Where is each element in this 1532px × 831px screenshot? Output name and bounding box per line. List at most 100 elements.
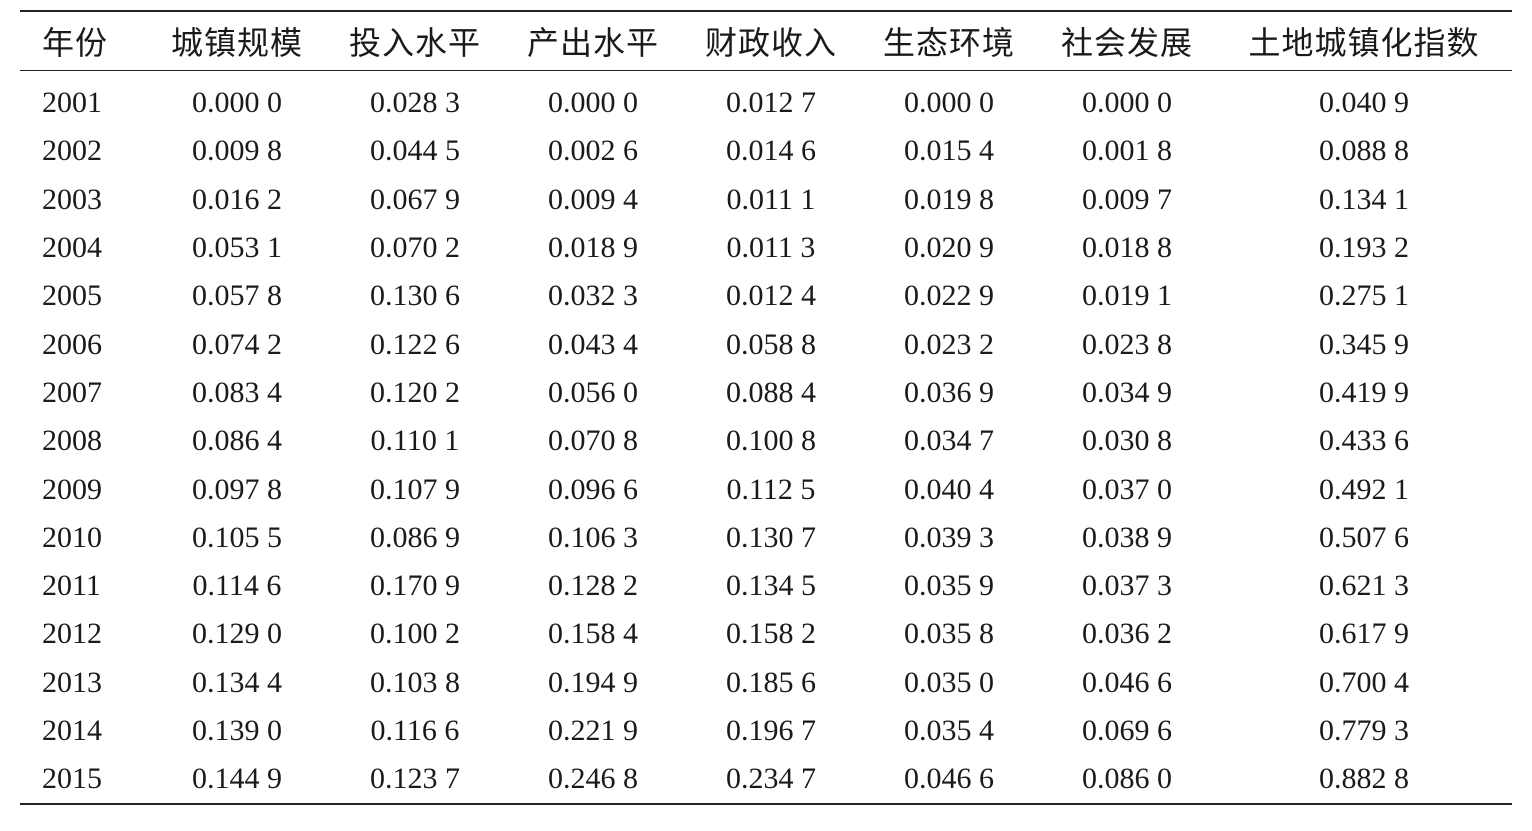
header-land-urbanization-index: 土地城镇化指数 <box>1248 24 1480 62</box>
table-cell: 0.105 5 <box>192 520 282 554</box>
table-cell: 0.009 8 <box>192 134 282 168</box>
table-cell: 0.018 8 <box>1082 231 1172 265</box>
row-year-cell: 2010 <box>42 520 102 554</box>
table-cell: 0.128 2 <box>548 569 638 603</box>
table-row: 2001 0.000 0 0.028 3 0.000 0 0.012 7 0.000 0 0… <box>20 71 1512 128</box>
table-cell: 0.086 9 <box>370 520 460 554</box>
row-year-cell: 2011 <box>42 569 101 603</box>
table-row: 2003 0.016 2 0.067 9 0.009 4 0.011 1 0.019 8 0… <box>20 176 1512 224</box>
header-town-scale: 城镇规模 <box>170 24 303 62</box>
table-cell: 0.114 6 <box>192 569 282 603</box>
table-cell: 0.000 0 <box>1082 86 1172 120</box>
table-row: 2012 0.129 0 0.100 2 0.158 4 0.158 2 0.035 8 0… <box>20 610 1512 658</box>
row-year-cell: 2003 <box>42 182 102 216</box>
table-cell: 0.779 3 <box>1319 714 1409 747</box>
table-cell: 0.088 8 <box>1319 134 1409 168</box>
table-row: 2009 0.097 8 0.107 9 0.096 6 0.112 5 0.040 4 0… <box>20 465 1512 513</box>
table-cell: 0.037 3 <box>1082 569 1172 603</box>
table-cell: 0.034 7 <box>904 424 994 458</box>
table-row: 2005 0.057 8 0.130 6 0.032 3 0.012 4 0.022 9 0… <box>20 272 1512 320</box>
table-cell: 0.158 4 <box>548 617 638 651</box>
row-year-cell: 2012 <box>42 617 102 651</box>
row-year-cell: 2013 <box>42 665 102 699</box>
table-row: 2007 0.083 4 0.120 2 0.056 0 0.088 4 0.036 9 0… <box>20 369 1512 417</box>
table-cell: 0.057 8 <box>192 279 282 313</box>
table-cell: 0.492 1 <box>1319 472 1409 506</box>
table-cell: 0.621 3 <box>1319 569 1409 603</box>
table-cell: 0.130 7 <box>726 520 816 554</box>
table-cell: 0.032 3 <box>548 279 638 313</box>
table-row: 2006 0.074 2 0.122 6 0.043 4 0.058 8 0.023 2 0… <box>20 320 1512 368</box>
table-cell: 0.002 6 <box>548 134 638 168</box>
table-cell: 0.074 2 <box>192 327 282 361</box>
table-cell: 0.345 9 <box>1319 327 1409 361</box>
table-body: 2001 0.000 0 0.028 3 0.000 0 0.012 7 0.000 0 0… <box>20 71 1512 805</box>
table-row: 2004 0.053 1 0.070 2 0.018 9 0.011 3 0.020 9 0… <box>20 224 1512 272</box>
table-cell: 0.097 8 <box>192 472 282 506</box>
row-year-cell: 2005 <box>42 279 102 313</box>
table-cell: 0.058 8 <box>726 327 816 361</box>
data-table-container: 年份 城镇规模 投入水平 产出水平 财政收入 生态环境 社会发展 土地城镇化指数… <box>20 10 1512 805</box>
table-row: 2008 0.086 4 0.110 1 0.070 8 0.100 8 0.034 7 0… <box>20 417 1512 465</box>
table-cell: 0.009 4 <box>548 182 638 216</box>
table-cell: 0.139 0 <box>192 714 282 747</box>
table-cell: 0.112 5 <box>726 472 816 506</box>
table-cell: 0.088 4 <box>726 375 816 409</box>
table-cell: 0.023 2 <box>904 327 994 361</box>
row-year-cell: 2006 <box>42 327 102 361</box>
table-cell: 0.046 6 <box>1082 665 1172 699</box>
table-cell: 0.037 0 <box>1082 472 1172 506</box>
table-cell: 0.053 1 <box>192 231 282 265</box>
table-cell: 0.107 9 <box>370 472 460 506</box>
row-year-cell: 2007 <box>42 375 102 409</box>
header-output-level: 产出水平 <box>526 24 659 62</box>
row-year-cell: 2009 <box>42 472 102 506</box>
row-year-cell: 2008 <box>42 424 102 458</box>
header-fiscal-revenue: 财政收入 <box>704 24 837 62</box>
table-cell: 0.009 7 <box>1082 182 1172 216</box>
table-cell: 0.134 5 <box>726 569 816 603</box>
table-cell: 0.170 9 <box>370 569 460 603</box>
table-cell: 0.028 3 <box>370 86 460 120</box>
table-cell: 0.040 4 <box>904 472 994 506</box>
table-cell: 0.116 6 <box>370 714 460 747</box>
table-cell: 0.012 7 <box>726 86 816 120</box>
table-cell: 0.030 8 <box>1082 424 1172 458</box>
header-year: 年份 <box>42 24 109 62</box>
table-cell: 0.100 8 <box>726 424 816 458</box>
table-row: 2015 0.144 9 0.123 7 0.246 8 0.234 7 0.046 6 0… <box>20 755 1512 805</box>
row-year-cell: 2001 <box>42 86 102 120</box>
table-cell: 0.103 8 <box>370 665 460 699</box>
table-cell: 0.035 0 <box>904 665 994 699</box>
table-cell: 0.070 2 <box>370 231 460 265</box>
table-cell: 0.123 7 <box>370 762 460 796</box>
table-cell: 0.196 7 <box>726 714 816 747</box>
table-cell: 0.120 2 <box>370 375 460 409</box>
table-cell: 0.035 8 <box>904 617 994 651</box>
header-ecological-environment: 生态环境 <box>882 24 1015 62</box>
table-cell: 0.106 3 <box>548 520 638 554</box>
table-row: 2002 0.009 8 0.044 5 0.002 6 0.014 6 0.015 4 0… <box>20 127 1512 175</box>
table-cell: 0.000 0 <box>192 86 282 120</box>
table-cell: 0.158 2 <box>726 617 816 651</box>
header-input-level: 投入水平 <box>348 24 481 62</box>
table-cell: 0.046 6 <box>904 762 994 796</box>
table-cell: 0.070 8 <box>548 424 638 458</box>
table-cell: 0.246 8 <box>548 762 638 796</box>
table-cell: 0.069 6 <box>1082 714 1172 747</box>
table-cell: 0.019 8 <box>904 182 994 216</box>
table-cell: 0.022 9 <box>904 279 994 313</box>
table-cell: 0.086 0 <box>1082 762 1172 796</box>
table-cell: 0.012 4 <box>726 279 816 313</box>
table-cell: 0.110 1 <box>370 424 460 458</box>
table-cell: 0.001 8 <box>1082 134 1172 168</box>
table-cell: 0.035 9 <box>904 569 994 603</box>
table-cell: 0.016 2 <box>192 182 282 216</box>
table-cell: 0.083 4 <box>192 375 282 409</box>
table-cell: 0.096 6 <box>548 472 638 506</box>
table-cell: 0.234 7 <box>726 762 816 796</box>
table-row: 2010 0.105 5 0.086 9 0.106 3 0.130 7 0.039 3 0… <box>20 514 1512 562</box>
table-row: 2013 0.134 4 0.103 8 0.194 9 0.185 6 0.035 0 0… <box>20 659 1512 707</box>
table-cell: 0.144 9 <box>192 762 282 796</box>
table-cell: 0.193 2 <box>1319 231 1409 265</box>
